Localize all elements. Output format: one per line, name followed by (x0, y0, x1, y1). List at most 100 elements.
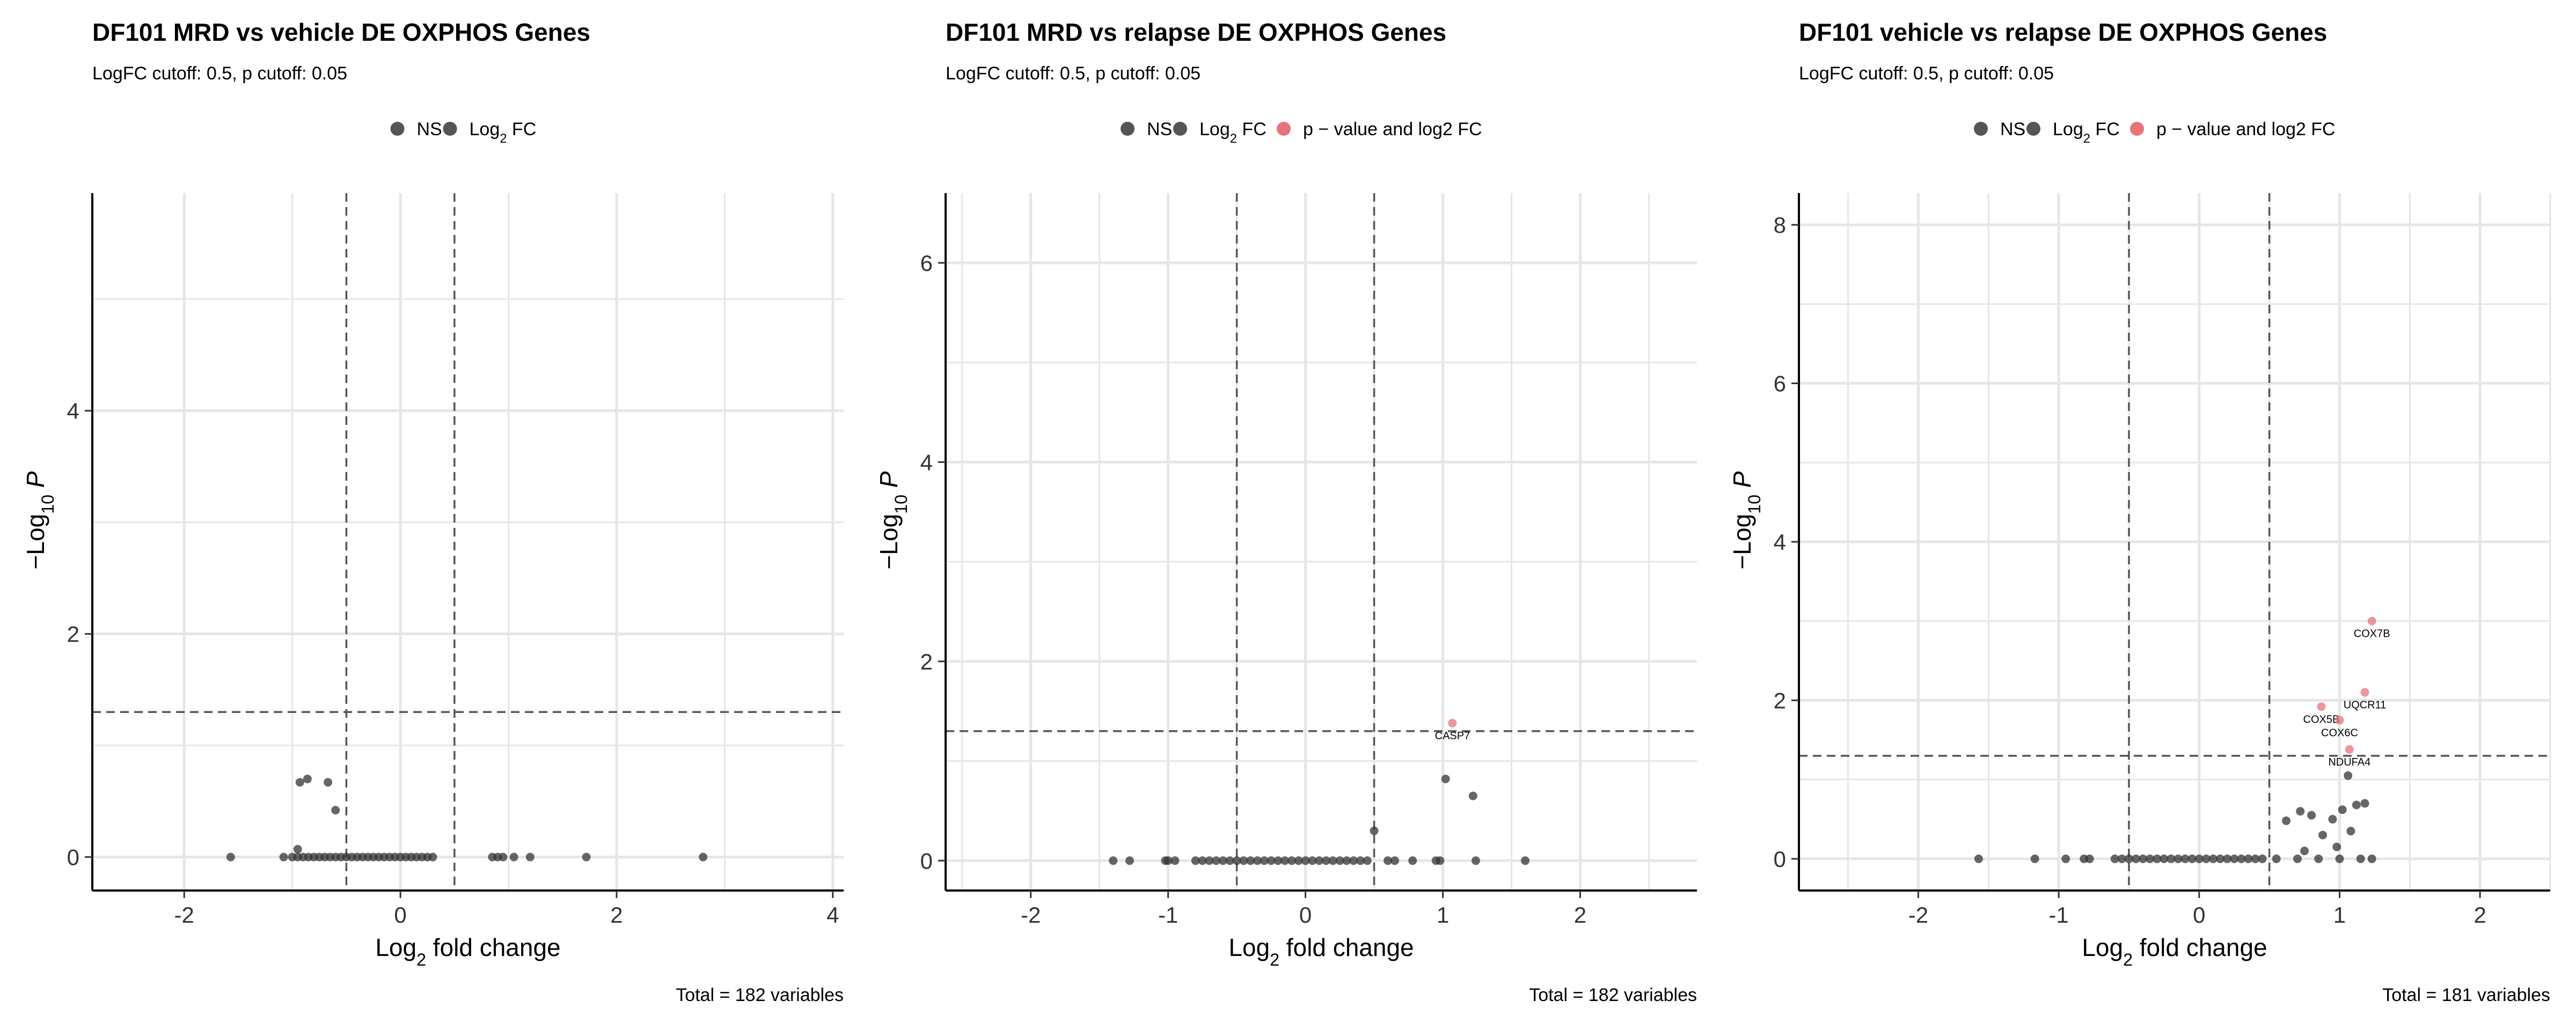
data-point (2344, 771, 2353, 780)
data-point (303, 775, 312, 783)
data-point (2216, 854, 2225, 863)
data-point (1163, 856, 1173, 865)
data-point (2346, 827, 2355, 836)
data-point (1448, 719, 1457, 727)
data-point (1315, 856, 1324, 865)
y-axis-label: −Log10 P (875, 471, 911, 569)
legend-key-2 (2026, 122, 2040, 136)
chart-panel-1: DF101 MRD vs vehicle DE OXPHOS Genes LogF… (21, 18, 844, 1005)
chart-panel-2: DF101 MRD vs relapse DE OXPHOS Genes LogF… (875, 18, 1697, 1005)
data-point (1294, 856, 1303, 865)
data-point (2174, 854, 2183, 863)
data-point (2258, 854, 2267, 863)
data-point (2124, 854, 2133, 863)
data-point (2345, 745, 2354, 754)
grid-lines (92, 193, 844, 891)
x-tick-label: -1 (1158, 902, 1178, 928)
data-point (2367, 616, 2376, 626)
data-point (1974, 854, 1983, 863)
data-point (1436, 856, 1445, 865)
x-axis-label: Log2 fold change (375, 933, 560, 969)
point-label: COX5B (2303, 713, 2340, 725)
chart-subtitle: LogFC cutoff: 0.5, p cutoff: 0.05 (92, 63, 347, 84)
data-point (2338, 805, 2347, 814)
data-point (2317, 702, 2326, 711)
y-axis-label: −Log10 P (21, 471, 57, 569)
data-point (1342, 856, 1351, 865)
data-point (2360, 799, 2369, 808)
data-point (2332, 842, 2341, 851)
chart-subtitle: LogFC cutoff: 0.5, p cutoff: 0.05 (1799, 63, 2054, 84)
data-point (2314, 854, 2323, 863)
legend-label-3: p − value and log2 FC (1303, 119, 1482, 139)
data-point (2110, 854, 2119, 863)
data-point (1301, 856, 1310, 865)
data-point (2194, 854, 2204, 863)
data-point (2223, 854, 2232, 863)
data-point (1260, 856, 1269, 865)
data-point (1335, 856, 1344, 865)
series-2 (1384, 775, 1530, 865)
legend-label-2: Log2 FC (1199, 119, 1267, 146)
data-point (2180, 854, 2190, 863)
x-tick-label: 1 (1437, 902, 1449, 928)
data-point (582, 852, 591, 862)
data-point (699, 852, 708, 862)
data-point (1253, 856, 1262, 865)
data-point (2085, 854, 2094, 863)
y-tick-label: 4 (920, 450, 933, 475)
data-point (1232, 856, 1241, 865)
data-point (2272, 854, 2281, 863)
data-point (1219, 856, 1228, 865)
x-tick-label: 2 (610, 902, 623, 928)
data-point (2139, 854, 2148, 863)
data-point (2146, 854, 2155, 863)
legend-label-3: p − value and log2 FC (2156, 119, 2336, 139)
y-tick-label: 6 (1774, 371, 1786, 396)
data-point (324, 778, 333, 787)
chart-panel-3: DF101 vehicle vs relapse DE OXPHOS Genes… (1728, 18, 2551, 1005)
legend-key-1 (390, 122, 405, 136)
chart-title: DF101 MRD vs relapse DE OXPHOS Genes (946, 18, 1446, 46)
data-point (2237, 854, 2246, 863)
legend-key-2 (443, 122, 457, 136)
data-point (509, 852, 518, 862)
y-tick-label: 2 (67, 622, 79, 647)
data-point (2187, 854, 2197, 863)
y-tick-label: 0 (1774, 847, 1786, 872)
chart-title: DF101 MRD vs vehicle DE OXPHOS Genes (92, 18, 590, 46)
data-point (331, 806, 340, 815)
legend-key-2 (1173, 122, 1187, 136)
point-label: COX7B (2354, 628, 2390, 640)
data-point (1198, 856, 1207, 865)
data-point (2244, 854, 2253, 863)
series-1 (1974, 854, 2267, 863)
x-tick-label: 1 (2333, 902, 2346, 928)
data-point (295, 778, 304, 787)
y-tick-label: 4 (1774, 529, 1786, 555)
data-point (2160, 854, 2169, 863)
chart-caption: Total = 182 variables (1529, 985, 1697, 1005)
data-point (1246, 856, 1255, 865)
data-point (2201, 854, 2211, 863)
y-tick-label: 2 (920, 649, 933, 674)
x-tick-label: 2 (1574, 902, 1586, 928)
data-point (1521, 856, 1530, 865)
data-point (2251, 854, 2260, 863)
x-tick-label: -2 (1908, 902, 1928, 928)
legend-label-2: Log2 FC (2053, 119, 2120, 146)
data-point (2293, 854, 2302, 863)
series-3: COX7B UQCR11 COX5B NDUFA4 COX6C (2303, 616, 2390, 768)
data-point (1441, 775, 1450, 783)
data-point (2282, 816, 2291, 825)
data-point (2328, 815, 2337, 824)
point-label: NDUFA4 (2328, 756, 2370, 768)
y-axis-label: −Log10 P (1728, 471, 1764, 569)
data-point (1363, 856, 1372, 865)
data-point (1125, 856, 1134, 865)
legend-label-1: NS (2000, 119, 2025, 139)
y-tick-label: 6 (920, 251, 933, 276)
x-axis-label: Log2 fold change (2082, 933, 2267, 969)
point-label: COX6C (2321, 727, 2358, 739)
